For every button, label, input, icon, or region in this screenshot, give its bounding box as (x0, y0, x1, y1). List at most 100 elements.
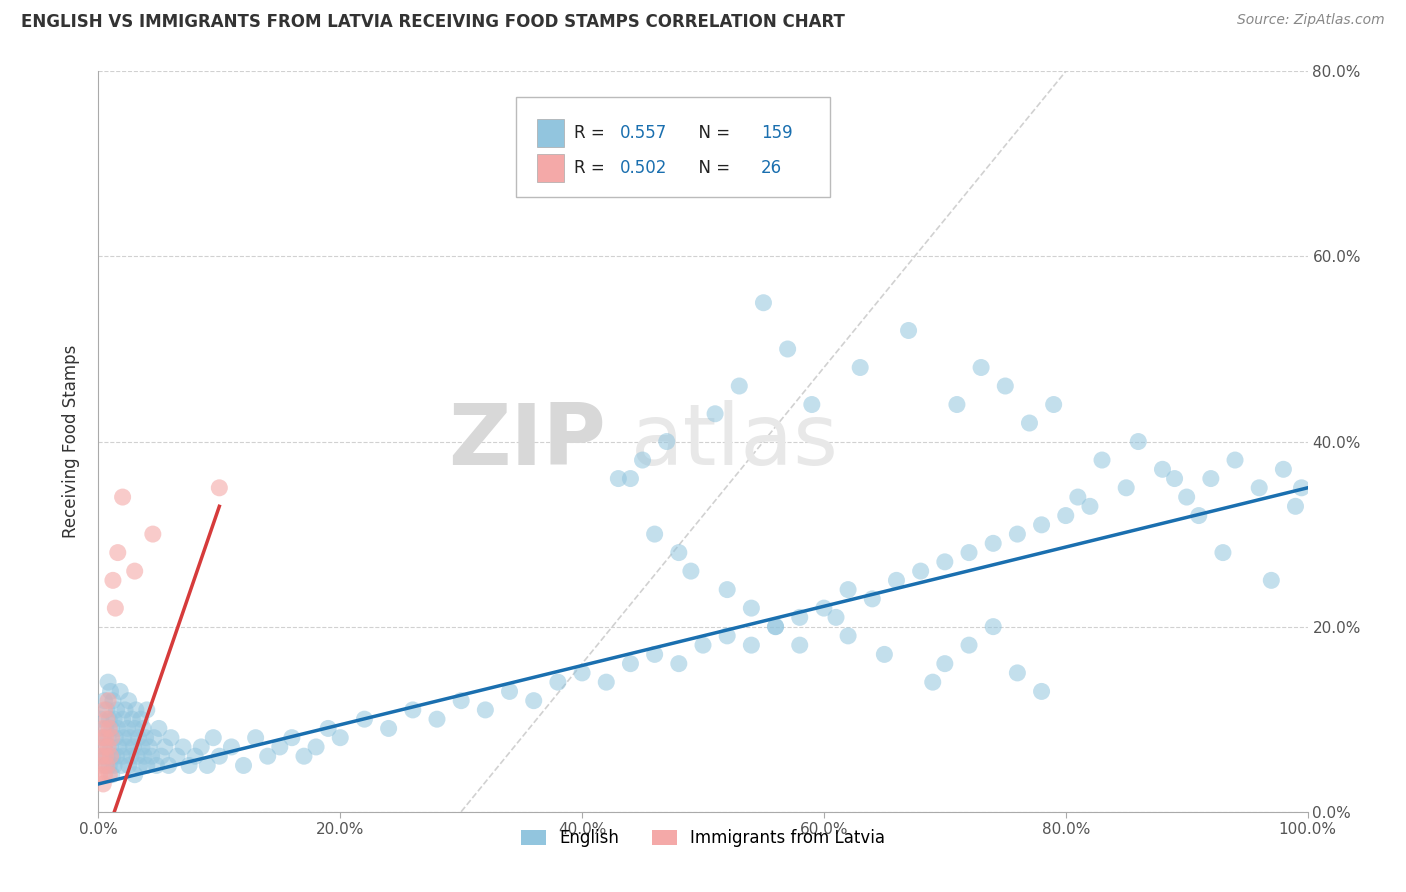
Point (94, 758, 117, 772)
Point (595, 675, 617, 690)
Point (129, 712, 152, 726)
Text: ENGLISH VS IMMIGRANTS FROM LATVIA RECEIVING FOOD STAMPS CORRELATION CHART: ENGLISH VS IMMIGRANTS FROM LATVIA RECEIV… (21, 13, 845, 31)
Point (97, 739, 120, 754)
Point (93, 694, 115, 708)
Point (112, 731, 135, 745)
Point (402, 703, 425, 717)
Point (141, 749, 163, 764)
Point (523, 694, 546, 708)
Point (135, 703, 157, 717)
Point (100, 731, 122, 745)
Point (1031, 517, 1053, 532)
Point (97, 675, 120, 690)
Point (1042, 398, 1064, 412)
Text: ZIP: ZIP (449, 400, 606, 483)
Point (115, 739, 138, 754)
Point (100, 722, 122, 736)
Point (789, 638, 811, 652)
Point (208, 481, 231, 495)
Point (96, 712, 118, 726)
Point (994, 379, 1017, 393)
Point (91, 731, 114, 745)
Point (1018, 416, 1040, 430)
Point (127, 749, 149, 764)
Point (619, 657, 641, 671)
Point (765, 619, 787, 633)
Point (957, 546, 980, 560)
Point (316, 722, 339, 736)
Point (1163, 471, 1185, 485)
Y-axis label: Receiving Food Stamps: Receiving Food Stamps (62, 345, 80, 538)
Point (631, 453, 654, 467)
Point (1284, 500, 1306, 514)
Point (108, 739, 131, 754)
Text: 0.502: 0.502 (620, 159, 666, 177)
Point (93, 739, 115, 754)
Point (105, 749, 128, 764)
Point (221, 739, 243, 754)
Point (94, 731, 117, 745)
Point (910, 564, 932, 578)
Text: atlas: atlas (630, 400, 838, 483)
Point (142, 527, 165, 541)
Point (1128, 434, 1150, 449)
Point (498, 684, 520, 698)
Point (946, 398, 969, 412)
Point (100, 684, 122, 698)
Point (111, 712, 134, 726)
Point (97, 731, 120, 745)
Point (118, 731, 141, 745)
Point (1031, 684, 1053, 698)
Point (474, 703, 496, 717)
Point (104, 731, 127, 745)
Point (148, 722, 170, 736)
Point (1115, 481, 1137, 495)
Point (644, 648, 666, 662)
Text: N =: N = (689, 124, 735, 142)
Point (837, 629, 859, 643)
Point (138, 739, 160, 754)
Point (107, 546, 129, 560)
Point (105, 703, 128, 717)
Point (1175, 490, 1198, 504)
Point (91, 777, 114, 791)
Point (122, 739, 145, 754)
Text: R =: R = (574, 159, 610, 177)
Point (121, 712, 143, 726)
Point (571, 665, 593, 680)
Point (91, 722, 114, 736)
Point (118, 694, 141, 708)
Point (124, 767, 146, 781)
Point (91, 731, 114, 745)
Point (91, 749, 114, 764)
Point (765, 619, 787, 633)
Point (108, 684, 131, 698)
Point (208, 749, 231, 764)
Point (704, 407, 727, 421)
Point (110, 758, 132, 772)
Point (1152, 462, 1174, 476)
Point (101, 574, 124, 588)
Point (813, 601, 835, 615)
Point (740, 638, 762, 652)
Point (100, 739, 122, 754)
Point (96, 749, 118, 764)
Point (90, 749, 112, 764)
Point (1054, 508, 1077, 523)
Point (450, 694, 472, 708)
Point (157, 758, 180, 772)
FancyBboxPatch shape (516, 97, 830, 197)
Point (1067, 490, 1090, 504)
Point (117, 722, 139, 736)
Point (172, 739, 194, 754)
Text: N =: N = (689, 159, 735, 177)
Text: Source: ZipAtlas.com: Source: ZipAtlas.com (1237, 13, 1385, 28)
FancyBboxPatch shape (537, 153, 564, 182)
Point (305, 739, 328, 754)
Point (134, 749, 156, 764)
Point (981, 536, 1004, 550)
Point (100, 749, 122, 764)
Point (679, 564, 702, 578)
Legend: English, Immigrants from Latvia: English, Immigrants from Latvia (512, 821, 894, 855)
Point (135, 758, 157, 772)
